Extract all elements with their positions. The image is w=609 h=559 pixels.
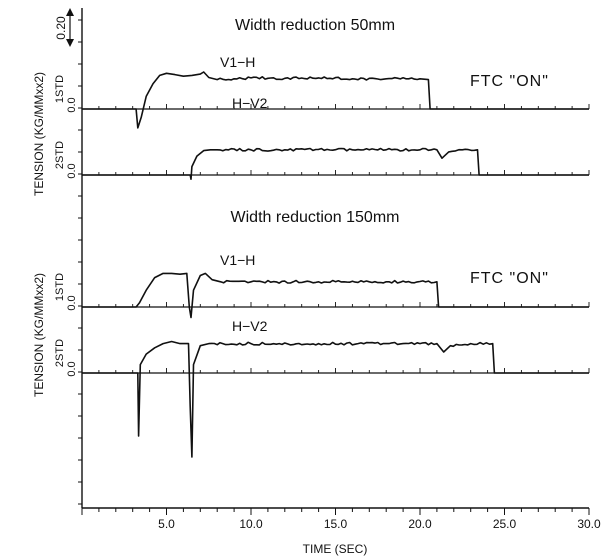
channel-label: 2STD (54, 141, 66, 169)
panel-title: Width reduction 50mm (235, 17, 395, 34)
x-tick-label: 20.0 (408, 517, 432, 531)
series-label: H−V2 (232, 95, 268, 111)
channel-label: 1STD (54, 75, 66, 103)
scale-arrow-down-icon (66, 39, 74, 47)
series-line (82, 147, 589, 180)
x-tick-label: 25.0 (493, 517, 517, 531)
series-label: V1−H (220, 54, 255, 70)
scale-label: 0.20 (54, 16, 68, 40)
series-label: V1−H (220, 252, 255, 268)
series-line (82, 272, 589, 319)
x-tick-label: 15.0 (324, 517, 348, 531)
zero-label: 0.0 (66, 361, 78, 376)
scale-arrow-up-icon (66, 8, 74, 16)
ftc-annotation: FTC "ON" (470, 73, 549, 90)
x-axis-title: TIME (SEC) (303, 542, 368, 556)
x-tick-label: 30.0 (577, 517, 601, 531)
series-line (82, 340, 589, 458)
y-axis-title: TENSION (KG/MMxx2) (32, 72, 46, 196)
zero-label: 0.0 (66, 97, 78, 112)
x-tick-label: 5.0 (158, 517, 175, 531)
x-tick-label: 10.0 (239, 517, 263, 531)
y-axis-title: TENSION (KG/MMxx2) (32, 273, 46, 397)
series-line (82, 71, 589, 129)
zero-label: 0.0 (66, 163, 78, 178)
ftc-annotation: FTC "ON" (470, 270, 549, 287)
zero-label: 0.0 (66, 295, 78, 310)
channel-label: 1STD (54, 273, 66, 301)
channel-label: 2STD (54, 339, 66, 367)
panel-title: Width reduction 150mm (231, 209, 400, 226)
series-label: H−V2 (232, 318, 268, 334)
